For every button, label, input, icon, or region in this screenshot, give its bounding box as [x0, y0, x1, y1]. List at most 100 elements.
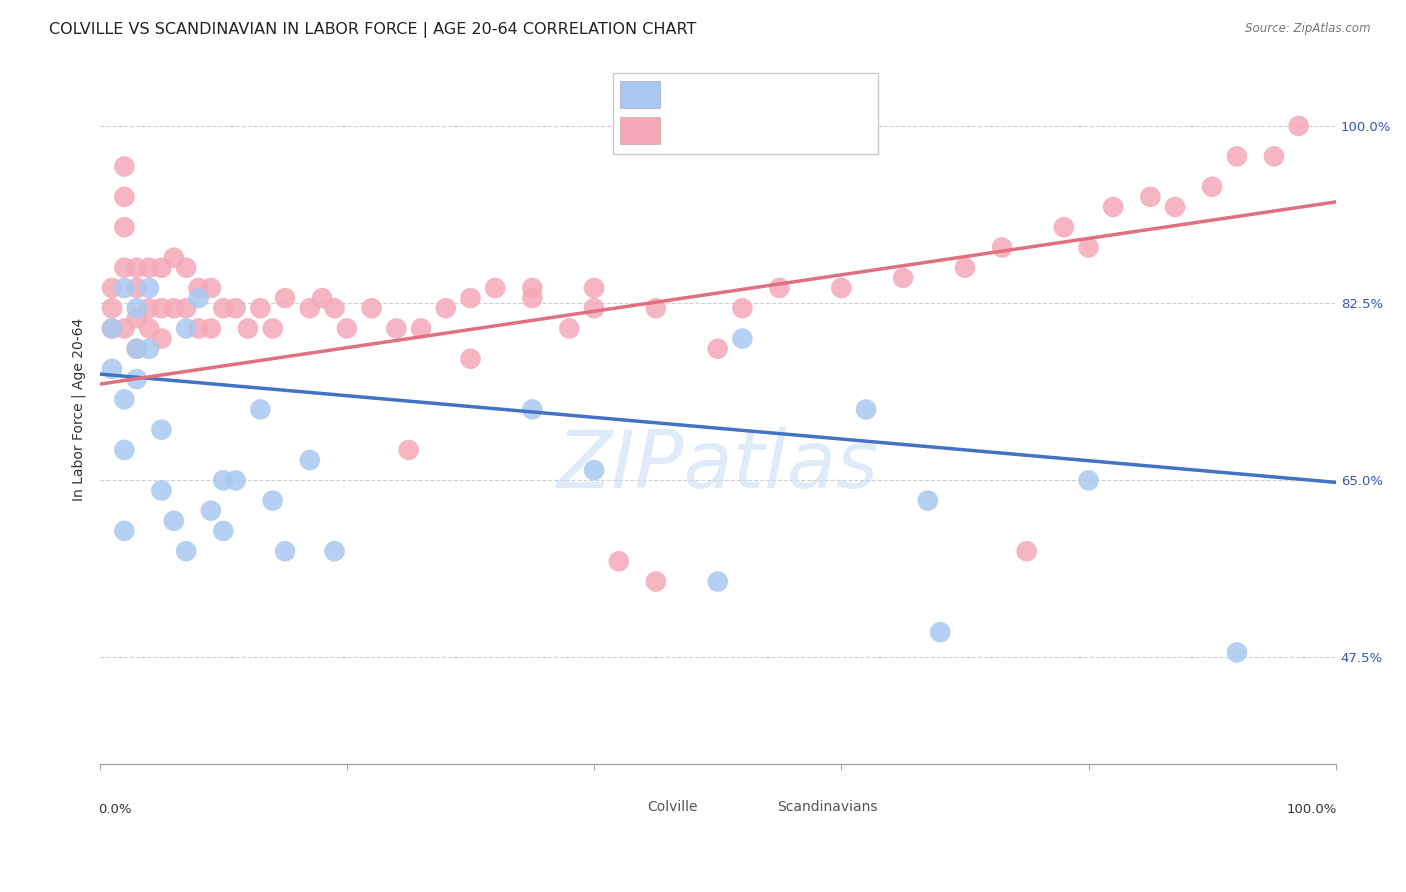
Point	[706, 574, 728, 589]
Point	[138, 301, 160, 316]
Point	[125, 342, 148, 356]
Point	[174, 544, 197, 558]
Point	[360, 301, 382, 316]
Point	[583, 281, 606, 295]
Point	[125, 311, 148, 326]
Point	[262, 493, 284, 508]
Point	[311, 291, 333, 305]
Point	[855, 402, 877, 417]
Point	[249, 402, 271, 417]
Point	[163, 514, 186, 528]
Point	[768, 281, 790, 295]
Point	[138, 342, 160, 356]
Point	[125, 342, 148, 356]
Point	[323, 544, 346, 558]
Point	[174, 301, 197, 316]
Point	[583, 301, 606, 316]
Point	[138, 321, 160, 335]
Point	[336, 321, 359, 335]
Point	[112, 160, 135, 174]
Point	[1015, 544, 1038, 558]
Point	[200, 504, 222, 518]
Point	[1164, 200, 1187, 214]
Point	[706, 342, 728, 356]
Text: R = -0.246   N = 35: R = -0.246 N = 35	[666, 86, 817, 100]
Point	[644, 574, 666, 589]
Point	[212, 301, 235, 316]
Point	[187, 281, 209, 295]
Text: Colville: Colville	[647, 800, 697, 814]
Point	[1201, 179, 1223, 194]
Point	[1077, 240, 1099, 254]
Point	[1263, 149, 1285, 163]
Point	[138, 260, 160, 275]
Point	[522, 291, 544, 305]
Point	[174, 260, 197, 275]
Point	[274, 291, 297, 305]
Point	[101, 301, 124, 316]
Point	[236, 321, 259, 335]
Point	[200, 281, 222, 295]
Point	[187, 321, 209, 335]
Point	[112, 190, 135, 204]
Point	[1102, 200, 1125, 214]
Point	[262, 321, 284, 335]
Point	[522, 281, 544, 295]
Point	[200, 321, 222, 335]
Point	[1139, 190, 1161, 204]
Point	[187, 291, 209, 305]
Point	[891, 270, 914, 285]
Text: COLVILLE VS SCANDINAVIAN IN LABOR FORCE | AGE 20-64 CORRELATION CHART: COLVILLE VS SCANDINAVIAN IN LABOR FORCE …	[49, 22, 696, 38]
Point	[163, 251, 186, 265]
Point	[484, 281, 506, 295]
Point	[434, 301, 457, 316]
Point	[1226, 149, 1249, 163]
Point	[298, 453, 321, 467]
Point	[1053, 220, 1076, 235]
Text: 100.0%: 100.0%	[1286, 803, 1337, 816]
FancyBboxPatch shape	[613, 73, 879, 154]
Point	[112, 260, 135, 275]
Point	[607, 554, 630, 568]
Point	[1077, 473, 1099, 487]
Point	[101, 321, 124, 335]
Point	[1226, 645, 1249, 659]
Point	[112, 442, 135, 457]
Point	[112, 524, 135, 538]
Point	[398, 442, 420, 457]
Point	[991, 240, 1014, 254]
Point	[150, 301, 173, 316]
Point	[323, 301, 346, 316]
Point	[174, 321, 197, 335]
Point	[1288, 119, 1310, 133]
Point	[150, 260, 173, 275]
Text: Source: ZipAtlas.com: Source: ZipAtlas.com	[1246, 22, 1371, 36]
Text: Scandinavians: Scandinavians	[778, 800, 877, 814]
Point	[830, 281, 852, 295]
Text: 0.0%: 0.0%	[98, 803, 132, 816]
Point	[522, 402, 544, 417]
Point	[212, 473, 235, 487]
Point	[731, 301, 754, 316]
FancyBboxPatch shape	[740, 796, 772, 818]
Point	[112, 321, 135, 335]
Text: ZIPatlas: ZIPatlas	[557, 427, 879, 505]
Point	[249, 301, 271, 316]
FancyBboxPatch shape	[610, 796, 643, 818]
Point	[929, 625, 952, 640]
Point	[150, 483, 173, 498]
Point	[125, 301, 148, 316]
Point	[101, 321, 124, 335]
Point	[125, 260, 148, 275]
Point	[125, 372, 148, 386]
Point	[101, 362, 124, 376]
Text: R =  0.252   N = 69: R = 0.252 N = 69	[666, 120, 817, 136]
Point	[112, 281, 135, 295]
Point	[112, 392, 135, 407]
Point	[583, 463, 606, 477]
Point	[731, 332, 754, 346]
Point	[385, 321, 408, 335]
Point	[644, 301, 666, 316]
Point	[558, 321, 581, 335]
FancyBboxPatch shape	[620, 117, 659, 144]
